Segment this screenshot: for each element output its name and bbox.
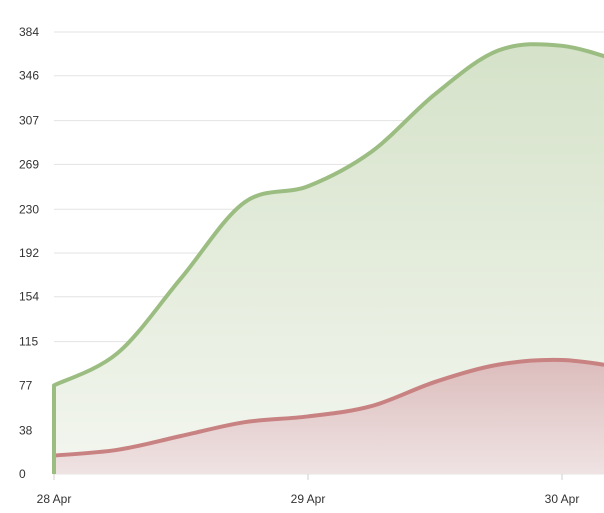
y-tick-label: 38 <box>19 423 33 437</box>
series-2-line <box>52 357 604 458</box>
series-1-area <box>54 44 604 474</box>
y-tick-label: 115 <box>19 335 38 349</box>
x-tick-label: 30 Apr <box>545 492 580 506</box>
y-tick-label: 307 <box>19 114 39 128</box>
series-1-line <box>52 42 604 388</box>
y-tick-label: 269 <box>19 157 39 171</box>
series-lines <box>52 42 604 474</box>
series-2-area <box>54 359 604 474</box>
y-tick-label: 0 <box>19 467 26 481</box>
y-tick-label: 230 <box>19 202 39 216</box>
y-tick-label: 154 <box>19 290 39 304</box>
y-tick-label: 192 <box>19 246 39 260</box>
y-tick-label: 77 <box>19 378 33 392</box>
axes: 0 38 77 115 154 192 230 269 307 346 384 28 Apr 29 Ap… <box>19 25 579 506</box>
y-tick-label: 384 <box>19 25 39 39</box>
x-tick-label: 29 Apr <box>291 492 326 506</box>
series-areas <box>54 44 604 474</box>
y-tick-label: 346 <box>19 69 39 83</box>
x-tick-label: 28 Apr <box>37 492 72 506</box>
